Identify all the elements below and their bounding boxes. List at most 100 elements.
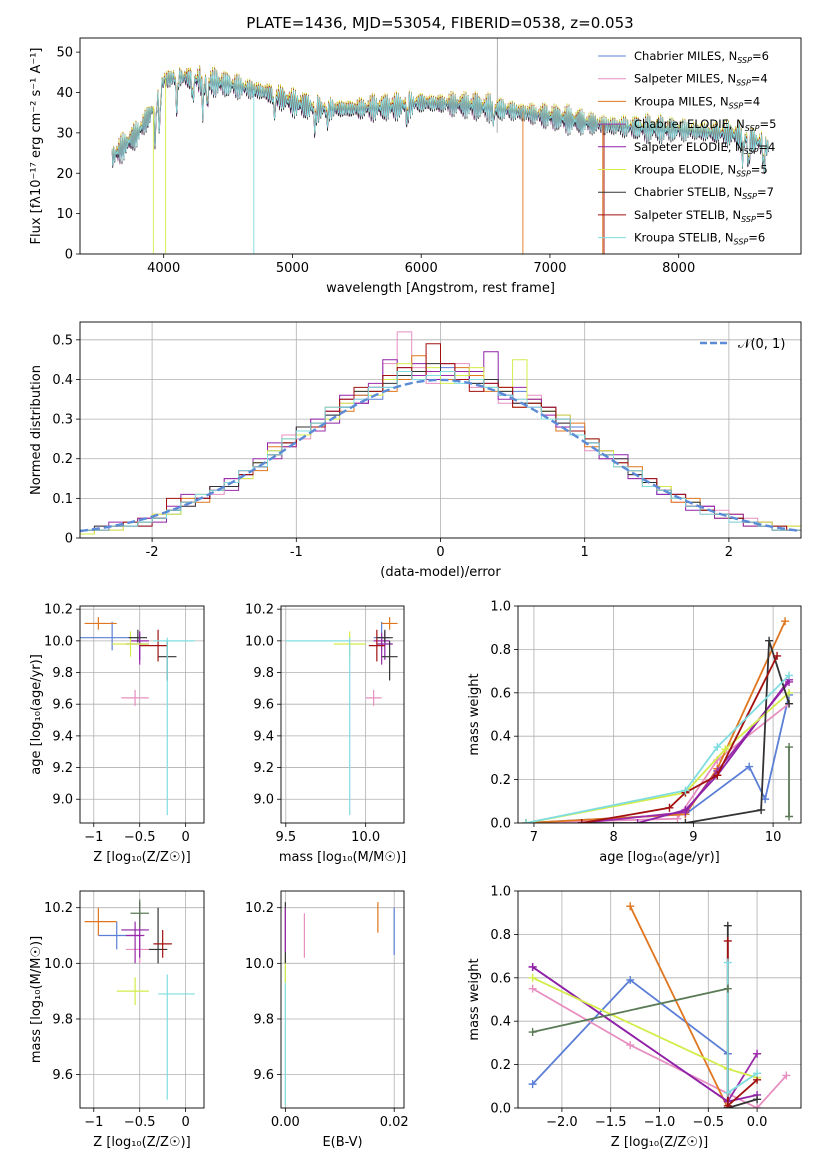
- y-tick-label: 0.0: [490, 1102, 511, 1117]
- x-tick-label: 5000: [276, 261, 309, 276]
- y-tick-label: 0.6: [490, 971, 511, 986]
- mass-weight-line: [726, 940, 758, 1108]
- y-tick-label: 9.0: [52, 793, 73, 808]
- mass-weight-line: [581, 655, 778, 823]
- x-tick-label: 7000: [533, 261, 566, 276]
- mass-weight-line: [525, 620, 786, 823]
- y-tick-label: 0.8: [490, 928, 511, 943]
- mass-weight-marker: [785, 812, 794, 821]
- legend-label: Salpeter ELODIE, NSSP=4: [634, 140, 775, 156]
- mass-weight-marker: [713, 771, 722, 780]
- mass-weight-marker: [528, 1028, 537, 1037]
- x-tick-label: −0.5: [124, 830, 156, 845]
- legend-label: Salpeter STELIB, NSSP=5: [634, 208, 773, 224]
- y-tick-label: 0.1: [52, 492, 73, 507]
- legend-label-tail: =5: [751, 163, 768, 177]
- panel-weight_vs_age: 7 8 9 10 0.0 0.2 0.4 0.6 0.8 1.0 age [log₁₀(age/yr…: [467, 600, 802, 865]
- legend-label-main: Chabrier STELIB, N: [634, 185, 742, 199]
- y-tick-label: 0.2: [52, 452, 73, 467]
- legend-label-sub: SSP: [734, 238, 749, 247]
- mass-weight-marker: [753, 1095, 762, 1104]
- legend-label-tail: =7: [757, 185, 774, 199]
- y-tick-label: 0: [65, 248, 73, 263]
- x-tick-label: 0.02: [380, 1115, 409, 1130]
- plot-area: [80, 606, 204, 823]
- legend-label-tail: =4: [758, 140, 775, 154]
- plot-area: [518, 891, 801, 1108]
- panel-weight_vs_Z: −2.0 −1.5 −1.0 −0.5 0.0 0.0 0.2 0.4 0.6 0.8 1.0 Z […: [467, 885, 802, 1150]
- y-tick-label: 40: [56, 86, 73, 101]
- axes-frame: [280, 890, 405, 1109]
- y-tick-label: 0.2: [490, 1058, 511, 1073]
- legend-label: Kroupa MILES, NSSP=4: [634, 94, 760, 110]
- legend-label-tail: =6: [748, 231, 765, 245]
- y-tick-label: 0.4: [490, 1015, 511, 1030]
- plot-area: [80, 322, 801, 538]
- x-tick-label: −1: [84, 1115, 103, 1130]
- mass-weight-line: [525, 692, 790, 823]
- x-tick-label: 9: [689, 830, 697, 845]
- mass-weight-marker: [681, 819, 690, 823]
- legend-label: Chabrier STELIB, NSSP=7: [634, 185, 774, 201]
- plot-area: [111, 38, 770, 254]
- y-tick-label: 10.0: [245, 957, 274, 972]
- y-axis-label: age [log₁₀(age/yr)]: [29, 654, 44, 775]
- x-axis-label: E(B-V): [322, 1135, 362, 1150]
- x-tick-label: −0.5: [693, 1115, 725, 1130]
- x-tick-label: −1.5: [595, 1115, 627, 1130]
- mass-weight-marker: [781, 617, 790, 626]
- legend-label: Kroupa ELODIE, NSSP=5: [634, 163, 768, 179]
- y-tick-label: 9.6: [52, 1068, 73, 1083]
- mass-weight-marker: [757, 805, 766, 814]
- x-tick-label: −2.0: [546, 1115, 578, 1130]
- y-tick-label: 0.3: [52, 413, 73, 428]
- x-axis-label: age [log₁₀(age/yr)]: [599, 850, 720, 865]
- y-axis-label: mass [log₁₀(M/M☉)]: [29, 936, 44, 1063]
- axes-frame: [280, 605, 405, 824]
- legend-label-sub: SSP: [736, 170, 751, 179]
- legend-label-main: Salpeter STELIB, N: [634, 208, 741, 222]
- mass-weight-line: [525, 674, 790, 823]
- y-tick-label: 0.5: [52, 333, 73, 348]
- figure-title: PLATE=1436, MJD=53054, FIBERID=0538, z=0…: [246, 14, 633, 32]
- y-tick-label: 9.0: [253, 793, 274, 808]
- x-axis-label: (data-model)/error: [380, 565, 501, 580]
- spectrum-model-line: [111, 68, 770, 173]
- legend-label-main: Chabrier ELODIE, N: [634, 117, 745, 131]
- legend-label-sub: SSP: [737, 56, 752, 65]
- mass-weight-marker: [785, 671, 794, 680]
- mass-weight-line: [532, 987, 728, 1033]
- mass-weight-marker: [785, 743, 794, 752]
- axes-frame: [517, 605, 802, 824]
- x-tick-label: 1: [581, 545, 589, 560]
- mass-weight-marker: [723, 958, 732, 967]
- legend-label-sub: SSP: [744, 147, 759, 156]
- y-tick-label: 9.4: [253, 729, 274, 744]
- x-axis-label: Z [log₁₀(Z/Z☉)]: [611, 1135, 708, 1150]
- y-tick-label: 1.0: [490, 600, 511, 615]
- x-tick-label: −1.0: [644, 1115, 676, 1130]
- x-tick-label: 6000: [405, 261, 438, 276]
- mass-weight-marker: [753, 1069, 762, 1078]
- mass-weight-marker: [713, 743, 722, 752]
- y-tick-label: 9.2: [52, 761, 73, 776]
- y-tick-label: 10.2: [245, 603, 274, 618]
- y-tick-label: 9.8: [253, 1012, 274, 1027]
- y-tick-label: 10.0: [44, 957, 73, 972]
- legend-label-main: Kroupa ELODIE, N: [634, 163, 736, 177]
- mass-weight-marker: [626, 975, 635, 984]
- x-tick-label: 4000: [147, 261, 180, 276]
- x-tick-label: 7: [530, 830, 538, 845]
- plot-area: [518, 606, 801, 823]
- mass-weight-line: [532, 966, 758, 1103]
- mass-weight-line: [629, 905, 729, 1108]
- x-tick-label: −0.5: [124, 1115, 156, 1130]
- plot-area: [281, 891, 404, 1108]
- mass-weight-marker: [723, 1088, 732, 1097]
- mass-weight-line: [532, 987, 788, 1108]
- mass-weight-marker: [673, 814, 682, 823]
- panel-spectrum: 4000 5000 6000 7000 8000 0 10 20 30 40 50 wavelengt…: [29, 37, 802, 296]
- axes-frame: [79, 605, 205, 824]
- legend-label-sub: SSP: [745, 124, 760, 133]
